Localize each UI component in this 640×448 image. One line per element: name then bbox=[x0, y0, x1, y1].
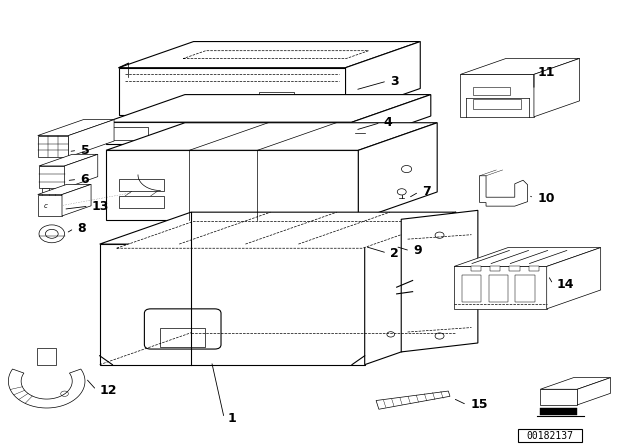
Text: 2: 2 bbox=[390, 246, 399, 259]
Polygon shape bbox=[454, 248, 601, 267]
Polygon shape bbox=[401, 210, 478, 352]
Polygon shape bbox=[454, 267, 547, 309]
Polygon shape bbox=[8, 369, 85, 408]
Bar bbox=[119, 196, 164, 208]
Polygon shape bbox=[39, 154, 98, 166]
Bar bbox=[55, 188, 61, 196]
Polygon shape bbox=[479, 176, 527, 206]
Polygon shape bbox=[534, 58, 580, 117]
Polygon shape bbox=[540, 408, 577, 415]
Bar bbox=[119, 179, 164, 191]
Polygon shape bbox=[38, 194, 62, 216]
Bar bbox=[259, 100, 294, 109]
Bar bbox=[259, 92, 294, 98]
Polygon shape bbox=[461, 58, 580, 74]
Bar bbox=[462, 276, 481, 302]
Bar bbox=[488, 276, 508, 302]
Text: 13: 13 bbox=[92, 200, 109, 213]
Polygon shape bbox=[376, 391, 450, 409]
Bar bbox=[42, 188, 49, 196]
Polygon shape bbox=[352, 95, 431, 144]
Polygon shape bbox=[119, 42, 420, 68]
Bar bbox=[473, 87, 510, 95]
Bar bbox=[37, 348, 56, 365]
Bar bbox=[466, 76, 529, 98]
Text: 15: 15 bbox=[470, 398, 488, 411]
Polygon shape bbox=[65, 154, 98, 188]
Text: 14: 14 bbox=[556, 278, 574, 291]
Polygon shape bbox=[540, 389, 577, 405]
Polygon shape bbox=[39, 166, 65, 188]
Polygon shape bbox=[38, 185, 91, 194]
Text: 11: 11 bbox=[537, 66, 555, 79]
Text: 6: 6 bbox=[81, 173, 89, 186]
Polygon shape bbox=[106, 122, 352, 144]
Polygon shape bbox=[183, 51, 369, 59]
Text: 9: 9 bbox=[413, 244, 422, 257]
Text: 1: 1 bbox=[227, 412, 236, 425]
Polygon shape bbox=[116, 221, 439, 248]
Polygon shape bbox=[346, 42, 420, 115]
Bar bbox=[161, 328, 205, 347]
Polygon shape bbox=[100, 212, 456, 244]
Bar bbox=[529, 267, 539, 271]
Text: 12: 12 bbox=[100, 383, 117, 396]
Bar bbox=[515, 276, 534, 302]
Text: 00182137: 00182137 bbox=[526, 431, 573, 441]
Bar bbox=[518, 430, 582, 442]
Polygon shape bbox=[540, 378, 611, 389]
Bar bbox=[509, 267, 520, 271]
Text: 7: 7 bbox=[422, 185, 431, 198]
Polygon shape bbox=[577, 378, 611, 405]
Bar bbox=[490, 267, 500, 271]
Polygon shape bbox=[119, 68, 346, 115]
Polygon shape bbox=[461, 74, 534, 117]
Polygon shape bbox=[358, 123, 437, 220]
Polygon shape bbox=[106, 95, 431, 122]
Polygon shape bbox=[547, 248, 601, 309]
Polygon shape bbox=[106, 123, 437, 151]
Polygon shape bbox=[106, 151, 358, 220]
Polygon shape bbox=[38, 120, 114, 136]
Bar bbox=[471, 267, 481, 271]
Bar bbox=[473, 99, 521, 109]
Polygon shape bbox=[365, 212, 456, 365]
Text: 4: 4 bbox=[384, 116, 392, 129]
Polygon shape bbox=[62, 185, 91, 216]
Text: 8: 8 bbox=[77, 222, 86, 235]
Text: 3: 3 bbox=[390, 74, 399, 88]
Text: 10: 10 bbox=[537, 192, 555, 205]
Text: c: c bbox=[44, 203, 47, 209]
Text: 5: 5 bbox=[81, 144, 89, 157]
Polygon shape bbox=[38, 136, 68, 157]
FancyBboxPatch shape bbox=[145, 309, 221, 349]
Bar bbox=[113, 127, 148, 140]
Polygon shape bbox=[68, 120, 114, 157]
Polygon shape bbox=[100, 244, 365, 365]
